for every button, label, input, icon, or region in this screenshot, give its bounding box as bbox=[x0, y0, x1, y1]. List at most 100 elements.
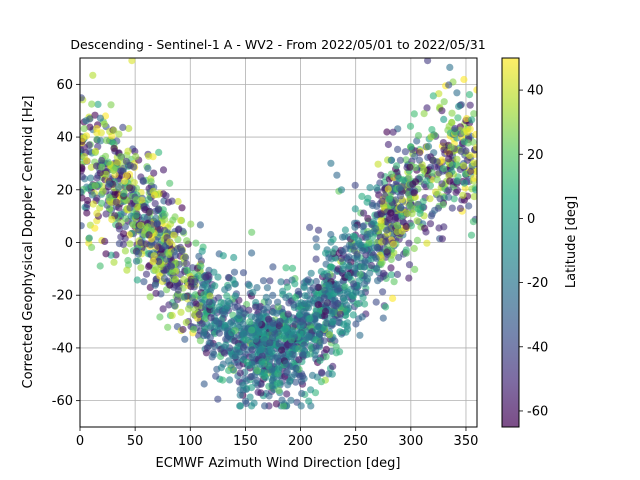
scatter-point bbox=[352, 288, 360, 296]
x-tick-label: 350 bbox=[454, 434, 479, 449]
scatter-point bbox=[278, 346, 286, 354]
scatter-point bbox=[372, 225, 380, 233]
scatter-point bbox=[268, 366, 276, 374]
scatter-point bbox=[196, 221, 204, 229]
scatter-point bbox=[426, 220, 435, 228]
scatter-point bbox=[137, 264, 145, 272]
colorbar-tick-label: -60 bbox=[527, 404, 548, 419]
colorbar-ticks: -60 -40 -20 0 20 40 bbox=[519, 84, 548, 419]
scatter-point bbox=[420, 166, 428, 174]
scatter-point bbox=[373, 243, 381, 252]
scatter-point bbox=[112, 198, 120, 206]
scatter-point bbox=[80, 125, 88, 133]
scatter-point bbox=[455, 102, 463, 111]
scatter-point bbox=[102, 170, 110, 178]
scatter-point bbox=[263, 304, 271, 312]
scatter-point bbox=[299, 350, 307, 358]
scatter-point bbox=[213, 317, 221, 325]
scatter-point bbox=[373, 184, 381, 192]
scatter-point bbox=[317, 378, 325, 386]
scatter-point bbox=[304, 304, 313, 312]
scatter-point bbox=[93, 125, 101, 133]
scatter-point bbox=[420, 110, 428, 118]
scatter-point bbox=[91, 224, 99, 232]
scatter-point bbox=[440, 98, 448, 106]
scatter-point bbox=[261, 336, 269, 344]
scatter-point bbox=[349, 311, 357, 319]
scatter-point bbox=[257, 380, 265, 388]
scatter-point bbox=[86, 115, 94, 123]
scatter-point bbox=[132, 152, 140, 161]
scatter-point bbox=[96, 114, 104, 122]
scatter-point bbox=[445, 81, 453, 89]
scatter-point bbox=[413, 217, 421, 225]
scatter-point bbox=[288, 264, 297, 272]
scatter-point bbox=[426, 195, 434, 203]
scatter-point bbox=[183, 237, 191, 245]
scatter-point bbox=[436, 195, 444, 203]
scatter-point bbox=[413, 236, 421, 244]
scatter-point bbox=[91, 147, 100, 155]
scatter-point bbox=[109, 166, 117, 175]
scatter-point bbox=[271, 330, 279, 338]
scatter-point bbox=[211, 282, 219, 290]
scatter-point bbox=[211, 307, 219, 315]
scatter-point bbox=[149, 257, 157, 265]
scatter-point bbox=[132, 196, 140, 204]
scatter-point bbox=[359, 223, 367, 231]
scatter-point bbox=[279, 287, 287, 295]
scatter-point bbox=[305, 397, 313, 405]
scatter-point bbox=[280, 326, 288, 334]
scatter-point bbox=[456, 204, 464, 212]
scatter-point bbox=[137, 239, 145, 247]
scatter-point bbox=[411, 265, 419, 273]
scatter-point bbox=[470, 174, 477, 182]
scatter-point bbox=[377, 222, 385, 230]
scatter-point bbox=[179, 325, 187, 334]
scatter-point bbox=[124, 147, 132, 155]
scatter-point bbox=[345, 262, 353, 271]
scatter-point bbox=[228, 329, 236, 337]
scatter-point bbox=[119, 123, 127, 131]
scatter-point bbox=[430, 131, 439, 139]
scatter-point bbox=[323, 319, 331, 327]
scatter-point bbox=[407, 143, 415, 151]
scatter-point bbox=[410, 189, 418, 197]
scatter-point bbox=[151, 191, 159, 199]
scatter-point bbox=[143, 223, 151, 231]
colorbar-tick-label: 20 bbox=[527, 148, 544, 163]
scatter-point bbox=[99, 187, 107, 195]
scatter-point bbox=[102, 210, 110, 218]
scatter-point bbox=[154, 205, 163, 213]
scatter-point bbox=[395, 253, 403, 262]
scatter-point bbox=[332, 302, 340, 310]
scatter-point bbox=[160, 274, 168, 282]
scatter-point bbox=[282, 294, 290, 302]
scatter-point bbox=[203, 344, 211, 352]
scatter-point bbox=[166, 281, 174, 289]
scatter-point bbox=[338, 233, 347, 241]
scatter-point bbox=[201, 313, 209, 321]
scatter-point bbox=[282, 360, 290, 368]
scatter-point bbox=[301, 292, 309, 300]
scatter-point bbox=[325, 331, 334, 339]
scatter-point bbox=[385, 215, 394, 223]
scatter-point bbox=[140, 278, 148, 286]
scatter-point bbox=[265, 392, 273, 400]
scatter-point bbox=[97, 137, 105, 145]
scatter-point bbox=[292, 345, 300, 353]
scatter-point bbox=[80, 222, 85, 230]
scatter-point bbox=[111, 191, 119, 199]
scatter-point bbox=[259, 277, 268, 285]
scatter-point bbox=[282, 368, 290, 376]
scatter-point bbox=[159, 166, 168, 174]
scatter-point bbox=[402, 156, 410, 164]
scatter-point bbox=[344, 271, 352, 279]
scatter-point bbox=[211, 342, 219, 351]
scatter-point bbox=[316, 339, 324, 347]
scatter-point bbox=[342, 307, 350, 315]
scatter-point bbox=[133, 276, 141, 284]
scatter-point bbox=[459, 191, 467, 199]
scatter-point bbox=[198, 247, 206, 255]
scatter-point bbox=[470, 193, 477, 201]
